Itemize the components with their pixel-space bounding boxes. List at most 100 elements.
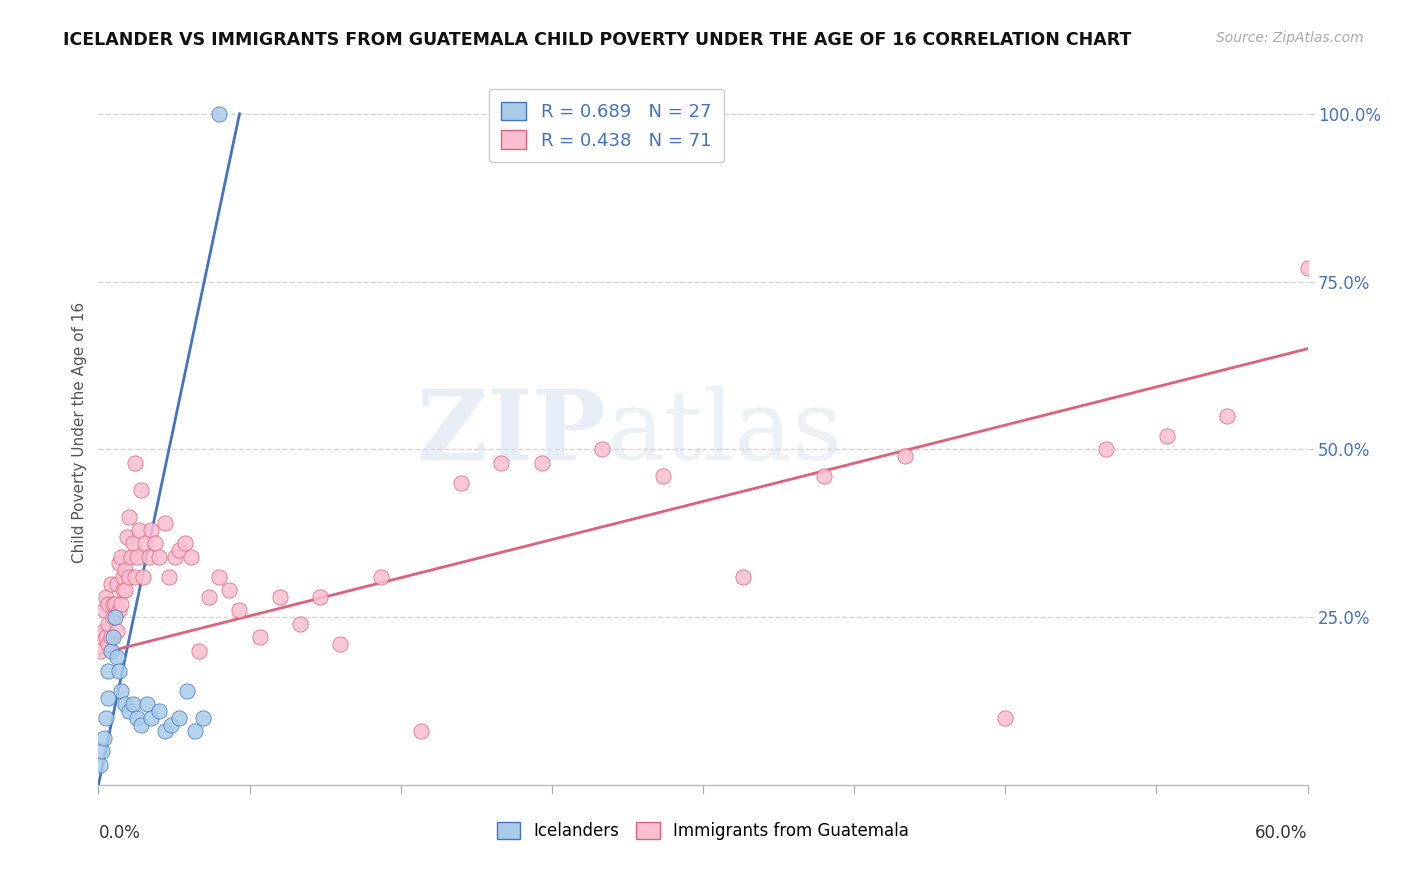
Point (1296, 261, 1319, 276)
Text: 60.0%: 60.0% (1256, 823, 1308, 842)
Point (994, 711, 1017, 725)
Text: ZIP: ZIP (416, 385, 606, 480)
Point (129, 717, 152, 731)
Point (128, 523, 150, 537)
Point (100, 630, 122, 644)
Point (121, 536, 143, 550)
Point (139, 711, 162, 725)
Point (91, 744, 114, 758)
Point (100, 576, 122, 591)
Point (370, 570, 392, 584)
Point (101, 610, 124, 624)
Point (125, 711, 148, 725)
Point (132, 570, 155, 584)
Point (184, 724, 207, 739)
Point (651, 469, 673, 483)
Point (118, 570, 141, 584)
Point (198, 590, 221, 604)
Point (134, 536, 156, 550)
Point (309, 590, 332, 604)
Point (138, 549, 160, 564)
Point (110, 684, 132, 698)
Y-axis label: Child Poverty Under the Age of 16: Child Poverty Under the Age of 16 (72, 302, 87, 563)
Text: 0.0%: 0.0% (98, 823, 141, 842)
Point (111, 570, 134, 584)
Point (125, 549, 148, 564)
Point (174, 536, 197, 550)
Point (107, 603, 129, 617)
Point (107, 557, 129, 571)
Point (97, 637, 120, 651)
Point (733, 570, 755, 584)
Point (103, 597, 125, 611)
Point (118, 509, 141, 524)
Point (114, 583, 136, 598)
Point (107, 664, 129, 678)
Point (93, 624, 115, 638)
Point (329, 637, 352, 651)
Point (96, 630, 118, 644)
Point (91, 630, 114, 644)
Point (93, 603, 115, 617)
Point (228, 603, 250, 617)
Point (118, 704, 141, 718)
Text: Source: ZipAtlas.com: Source: ZipAtlas.com (1216, 31, 1364, 45)
Point (124, 456, 146, 470)
Point (208, 570, 231, 584)
Point (269, 590, 291, 604)
Point (1095, 442, 1118, 457)
Point (1156, 429, 1178, 443)
Point (288, 616, 311, 631)
Point (160, 717, 183, 731)
Point (148, 704, 170, 718)
Point (114, 698, 136, 712)
Point (1216, 409, 1239, 423)
Point (97, 690, 120, 705)
Point (208, 107, 231, 121)
Point (105, 576, 128, 591)
Point (530, 456, 553, 470)
Point (110, 597, 132, 611)
Point (96, 711, 118, 725)
Point (153, 516, 176, 531)
Point (111, 583, 134, 598)
Point (153, 724, 176, 739)
Point (97, 616, 120, 631)
Point (110, 549, 132, 564)
Point (139, 523, 162, 537)
Point (148, 549, 170, 564)
Legend: Icelanders, Immigrants from Guatemala: Icelanders, Immigrants from Guatemala (491, 815, 915, 847)
Point (135, 698, 157, 712)
Point (163, 549, 186, 564)
Point (249, 630, 271, 644)
Point (180, 549, 202, 564)
Point (105, 624, 128, 638)
Point (591, 442, 613, 457)
Point (893, 449, 915, 463)
Point (188, 644, 211, 658)
Point (176, 684, 198, 698)
Point (124, 570, 146, 584)
Point (167, 543, 190, 558)
Point (491, 456, 513, 470)
Point (218, 583, 240, 598)
Point (129, 483, 152, 497)
Point (97, 664, 120, 678)
Text: atlas: atlas (606, 385, 842, 480)
Point (193, 711, 215, 725)
Point (813, 469, 835, 483)
Point (101, 630, 124, 644)
Point (143, 536, 166, 550)
Point (105, 650, 128, 665)
Point (100, 644, 122, 658)
Point (89, 757, 111, 772)
Text: ICELANDER VS IMMIGRANTS FROM GUATEMALA CHILD POVERTY UNDER THE AGE OF 16 CORRELA: ICELANDER VS IMMIGRANTS FROM GUATEMALA C… (63, 31, 1132, 49)
Point (121, 698, 143, 712)
Point (97, 597, 120, 611)
Point (89, 644, 111, 658)
Point (101, 597, 124, 611)
Point (96, 590, 118, 604)
Point (157, 570, 180, 584)
Point (93, 731, 115, 745)
Point (115, 530, 138, 544)
